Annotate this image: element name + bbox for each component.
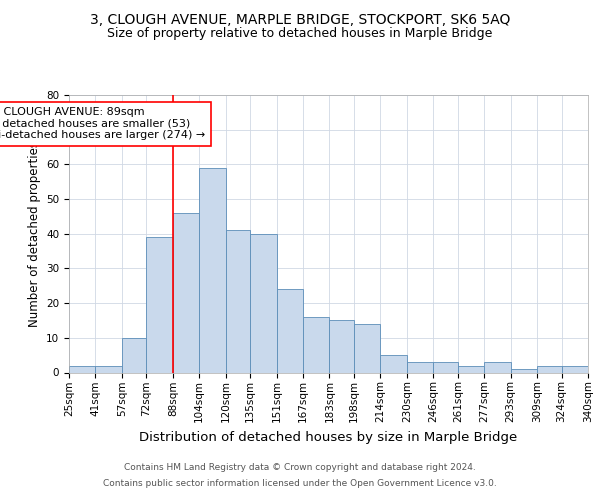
Bar [484, 362, 511, 372]
Text: Contains HM Land Registry data © Crown copyright and database right 2024.: Contains HM Land Registry data © Crown c… [124, 464, 476, 472]
Bar [329, 320, 354, 372]
X-axis label: Distribution of detached houses by size in Marple Bridge: Distribution of detached houses by size … [139, 430, 518, 444]
Bar [458, 366, 484, 372]
Bar [562, 366, 588, 372]
Bar [537, 366, 562, 372]
Bar [226, 230, 250, 372]
Text: Contains public sector information licensed under the Open Government Licence v3: Contains public sector information licen… [103, 478, 497, 488]
Bar [354, 324, 380, 372]
Text: 3 CLOUGH AVENUE: 89sqm
← 16% of detached houses are smaller (53)
84% of semi-det: 3 CLOUGH AVENUE: 89sqm ← 16% of detached… [0, 107, 206, 140]
Bar [69, 366, 95, 372]
Bar [511, 369, 537, 372]
Bar [250, 234, 277, 372]
Bar [122, 338, 146, 372]
Bar [277, 289, 303, 372]
Bar [407, 362, 433, 372]
Bar [95, 366, 122, 372]
Bar [173, 213, 199, 372]
Bar [146, 237, 173, 372]
Y-axis label: Number of detached properties: Number of detached properties [28, 141, 41, 327]
Bar [303, 317, 329, 372]
Bar [199, 168, 226, 372]
Text: Size of property relative to detached houses in Marple Bridge: Size of property relative to detached ho… [107, 28, 493, 40]
Text: 3, CLOUGH AVENUE, MARPLE BRIDGE, STOCKPORT, SK6 5AQ: 3, CLOUGH AVENUE, MARPLE BRIDGE, STOCKPO… [90, 12, 510, 26]
Bar [380, 355, 407, 372]
Bar [433, 362, 458, 372]
